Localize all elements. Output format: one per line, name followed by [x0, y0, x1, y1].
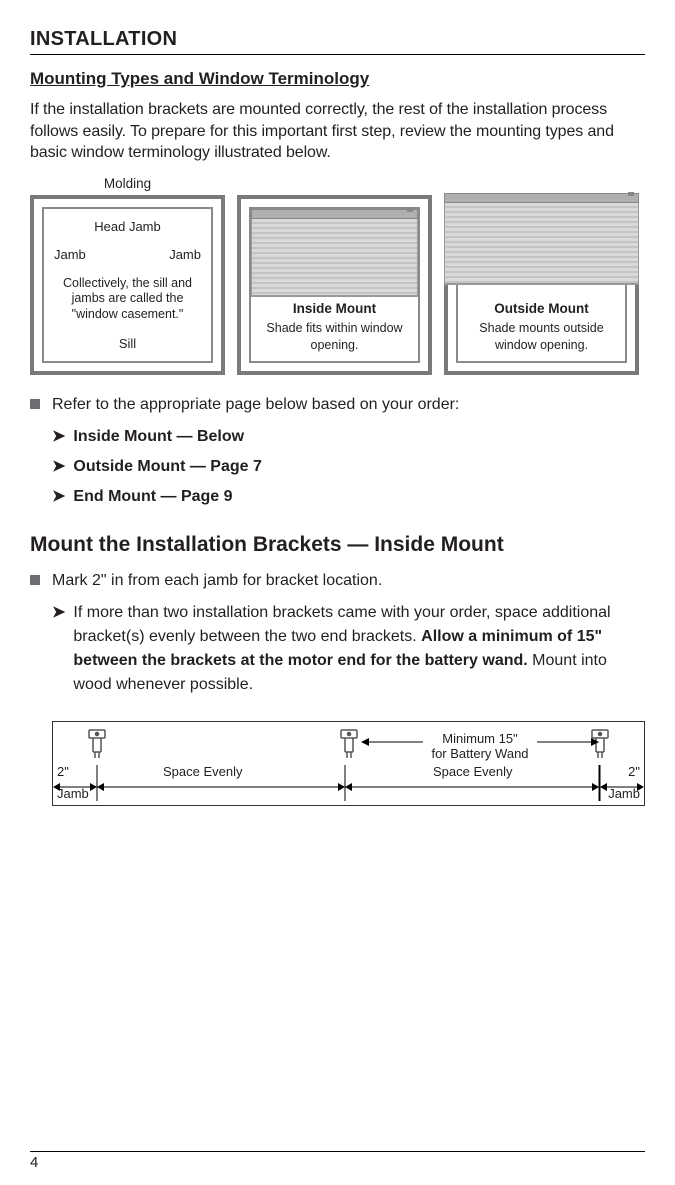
- refer-lead: Refer to the appropriate page below base…: [52, 393, 645, 417]
- step-mark-2in: Mark 2" in from each jamb for bracket lo…: [52, 569, 645, 593]
- arrow-right-icon: [537, 734, 599, 744]
- inside-mount-desc: Shade fits within window opening.: [259, 320, 410, 353]
- inside-mount-title: Inside Mount: [259, 300, 410, 318]
- molding-label: Molding: [30, 176, 225, 191]
- bracket-icon: [83, 728, 111, 760]
- inside-mount-steps: Mark 2" in from each jamb for bracket lo…: [30, 569, 645, 703]
- step-spacing-note: If more than two installation brackets c…: [73, 601, 645, 697]
- section-heading-inside-mount: Mount the Installation Brackets — Inside…: [30, 533, 645, 557]
- bullet-square-icon: [30, 399, 40, 409]
- outside-mount-title: Outside Mount: [466, 300, 617, 318]
- bracket-spacing-diagram: Minimum 15" for Battery Wand 2" Space Ev…: [52, 721, 645, 806]
- space-evenly-right: Space Evenly: [433, 764, 513, 779]
- window-inner: Head Jamb Jamb Jamb Collectively, the si…: [42, 207, 213, 363]
- window-frame-outside: Outside Mount Shade mounts outside windo…: [444, 195, 639, 375]
- jamb-label-bottom-right: Jamb: [608, 786, 640, 801]
- head-jamb-label: Head Jamb: [94, 219, 160, 234]
- page-number: 4: [30, 1151, 645, 1171]
- arrow-space-right-icon: [345, 780, 599, 792]
- bracket-icon: [335, 728, 363, 760]
- casement-description: Collectively, the sill and jambs are cal…: [50, 276, 205, 323]
- sill-label: Sill: [119, 336, 136, 351]
- outside-mount-desc: Shade mounts outside window opening.: [466, 320, 617, 353]
- terminology-panel: Molding Head Jamb Jamb Jamb Collectively…: [30, 176, 225, 375]
- arrow-bullet-icon: ➤: [52, 485, 65, 509]
- dim-2in-left: 2": [57, 764, 69, 779]
- space-evenly-left: Space Evenly: [163, 764, 243, 779]
- arrow-left-icon: [361, 734, 423, 744]
- jamb-label-bottom-left: Jamb: [57, 786, 89, 801]
- page-title: INSTALLATION: [30, 28, 645, 55]
- outside-mount-panel: . Outside Mount Shade mounts outside win…: [444, 176, 639, 375]
- arrow-bullet-icon: ➤: [52, 601, 65, 697]
- shade-inside-icon: [251, 209, 418, 304]
- refer-item-outside: Outside Mount — Page 7: [73, 455, 261, 479]
- shade-outside-icon: [444, 193, 639, 293]
- window-frame-terminology: Head Jamb Jamb Jamb Collectively, the si…: [30, 195, 225, 375]
- intro-paragraph: If the installation brackets are mounted…: [30, 99, 645, 164]
- refer-list: Refer to the appropriate page below base…: [30, 393, 645, 515]
- section-heading-mounting-types: Mounting Types and Window Terminology: [30, 69, 645, 89]
- arrow-space-left-icon: [97, 780, 345, 792]
- inside-mount-panel: . Inside Mount Shade fits within window …: [237, 176, 432, 375]
- min15-label: Minimum 15" for Battery Wand: [425, 732, 535, 762]
- arrow-bullet-icon: ➤: [52, 455, 65, 479]
- jamb-label-left: Jamb: [54, 247, 86, 262]
- bullet-square-icon: [30, 575, 40, 585]
- window-diagrams-row: Molding Head Jamb Jamb Jamb Collectively…: [30, 176, 645, 375]
- window-frame-inside: Inside Mount Shade fits within window op…: [237, 195, 432, 375]
- dim-2in-right: 2": [628, 764, 640, 779]
- arrow-bullet-icon: ➤: [52, 425, 65, 449]
- refer-item-inside: Inside Mount — Below: [73, 425, 244, 449]
- jamb-label-right: Jamb: [169, 247, 201, 262]
- refer-item-end: End Mount — Page 9: [73, 485, 232, 509]
